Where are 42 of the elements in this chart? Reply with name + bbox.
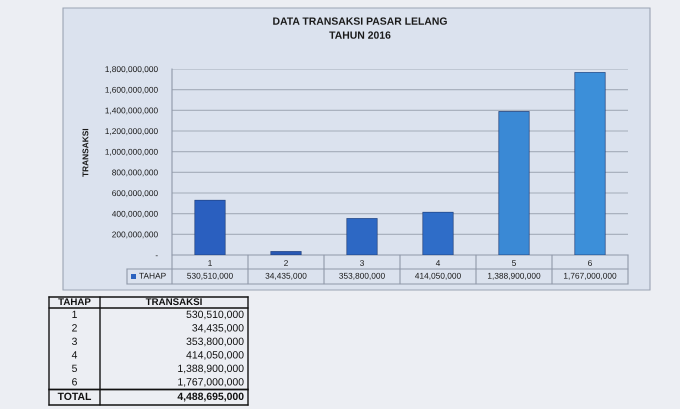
text: 1,767,000,000 — [178, 378, 244, 387]
category-label: 2 — [72, 324, 77, 332]
text: 530,510,000 — [186, 310, 244, 320]
y-tick-label: 1,000,000,000 — [105, 148, 158, 156]
y-tick-label: 200,000,000 — [112, 232, 158, 238]
data-label: 530,510,000 — [187, 272, 233, 280]
y-tick-label: 1,800,000,000 — [105, 66, 158, 74]
chart-subtitle: TAHUN 2016 — [329, 31, 390, 39]
x-tick-label: 6 — [588, 260, 592, 266]
text: 1,388,900,000 — [178, 364, 244, 374]
text: TAHAP — [58, 298, 91, 306]
legend-label: TAHAP — [139, 272, 166, 279]
y-tick-label: 600,000,000 — [112, 190, 158, 198]
text: 34,435,000 — [192, 324, 244, 333]
chart-title: DATA TRANSAKSI PASAR LELANG — [273, 17, 447, 25]
y-tick-label: 800,000,000 — [112, 170, 158, 176]
data-label: 34,435,000 — [265, 272, 307, 280]
text: 4,488,695,000 — [178, 392, 244, 402]
x-tick-label: 4 — [436, 260, 440, 266]
category-label: 3 — [72, 338, 77, 346]
data-label: 1,767,000,000 — [564, 272, 616, 280]
data-label: 414,050,000 — [415, 272, 461, 280]
text: 353,800,000 — [186, 338, 244, 346]
text: TOTAL — [58, 392, 92, 400]
x-tick-label: 2 — [284, 260, 288, 266]
data-label: 353,800,000 — [339, 272, 385, 280]
data-label: 1,388,900,000 — [488, 272, 540, 280]
y-tick-label: 1,400,000,000 — [105, 108, 158, 114]
y-axis-title: TRANSAKSI — [146, 298, 202, 306]
y-tick-label: 1,200,000,000 — [105, 128, 158, 136]
category-label: 6 — [72, 378, 77, 386]
category-label: 4 — [72, 351, 78, 358]
category-label: 5 — [72, 364, 77, 372]
x-tick-label: 3 — [360, 260, 364, 266]
category-label: 1 — [72, 310, 77, 318]
text: TRANSAKSI — [82, 128, 88, 177]
y-tick-label: - — [156, 255, 158, 256]
text: 414,050,000 — [186, 351, 244, 360]
x-tick-label: 1 — [208, 260, 212, 266]
y-tick-label: 400,000,000 — [112, 210, 158, 218]
x-tick-label: 5 — [512, 260, 516, 266]
y-tick-label: 1,600,000,000 — [105, 86, 158, 94]
